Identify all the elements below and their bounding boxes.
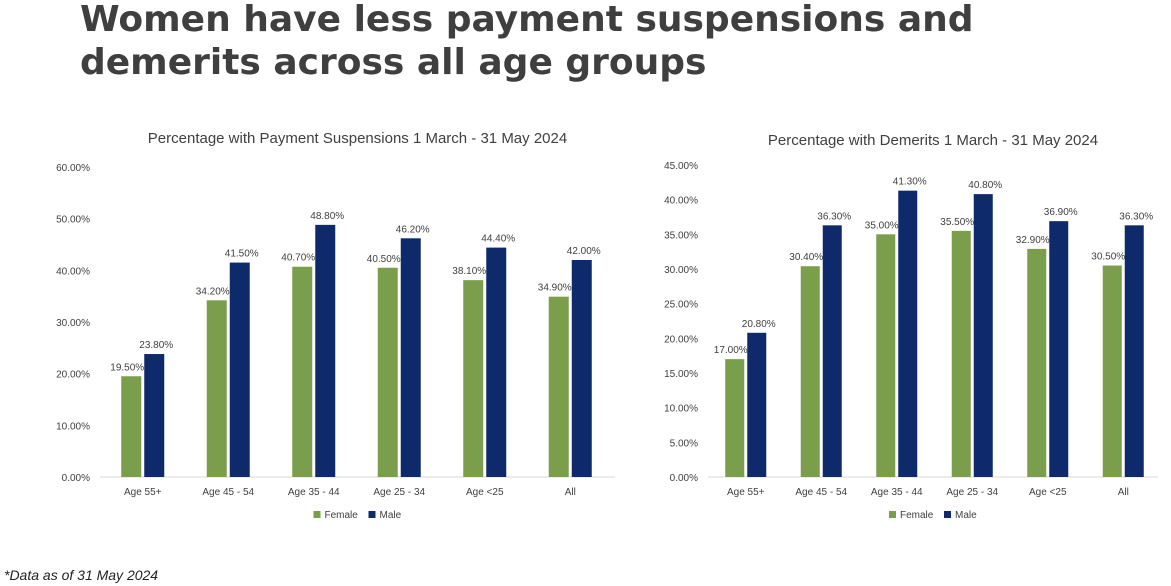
bar-male bbox=[822, 225, 842, 477]
demerits-chart: Percentage with Demerits 1 March - 31 Ma… bbox=[650, 120, 1165, 540]
x-tick-label: Age 45 - 54 bbox=[202, 487, 254, 498]
data-label: 32.90% bbox=[1016, 235, 1050, 246]
y-tick-label: 10.00% bbox=[56, 421, 90, 432]
bar-male bbox=[400, 238, 421, 477]
bar-female bbox=[548, 296, 569, 477]
y-tick-label: 10.00% bbox=[664, 404, 698, 415]
y-tick-label: 5.00% bbox=[670, 438, 698, 449]
legend-label-male: Male bbox=[955, 510, 977, 521]
x-tick-label: Age 55+ bbox=[727, 487, 765, 498]
chart-svg: Percentage with Demerits 1 March - 31 Ma… bbox=[664, 132, 1158, 521]
chart-title: Percentage with Demerits 1 March - 31 Ma… bbox=[768, 132, 1098, 149]
y-tick-label: 25.00% bbox=[664, 300, 698, 311]
bar-male bbox=[315, 224, 336, 477]
legend-label-female: Female bbox=[900, 510, 934, 521]
data-label: 17.00% bbox=[714, 345, 748, 356]
bar-female bbox=[800, 266, 820, 477]
bar-female bbox=[121, 376, 142, 477]
data-label: 20.80% bbox=[742, 319, 776, 330]
bar-male bbox=[747, 332, 767, 477]
x-tick-label: Age 45 - 54 bbox=[795, 487, 847, 498]
legend-swatch-female bbox=[313, 511, 321, 518]
bar-male bbox=[144, 354, 165, 477]
bar-male bbox=[229, 262, 250, 477]
chart-svg: Percentage with Payment Suspensions 1 Ma… bbox=[56, 130, 615, 521]
bar-female bbox=[377, 267, 398, 477]
x-tick-label: Age <25 bbox=[1029, 487, 1067, 498]
legend-swatch-female bbox=[889, 511, 896, 518]
bar-male bbox=[973, 194, 993, 477]
data-label: 38.10% bbox=[452, 266, 486, 277]
data-label: 36.30% bbox=[817, 211, 851, 222]
data-label: 40.50% bbox=[367, 254, 401, 265]
data-label: 30.50% bbox=[1091, 252, 1125, 263]
y-tick-label: 60.00% bbox=[56, 163, 90, 174]
data-label: 42.00% bbox=[567, 246, 601, 257]
data-label: 36.30% bbox=[1119, 211, 1153, 222]
data-label: 40.80% bbox=[968, 180, 1002, 191]
x-tick-label: Age 25 - 34 bbox=[373, 487, 425, 498]
data-label: 19.50% bbox=[110, 362, 144, 373]
x-tick-label: Age 25 - 34 bbox=[946, 487, 998, 498]
y-tick-label: 0.00% bbox=[62, 473, 90, 484]
bar-female bbox=[876, 234, 896, 477]
data-label: 41.30% bbox=[893, 177, 927, 188]
data-label: 46.20% bbox=[396, 224, 430, 235]
bar-female bbox=[206, 300, 227, 477]
y-tick-label: 40.00% bbox=[664, 196, 698, 207]
y-tick-label: 40.00% bbox=[56, 266, 90, 277]
slide-title: Women have less payment suspensions and … bbox=[80, 0, 974, 83]
y-tick-label: 35.00% bbox=[664, 230, 698, 241]
bar-female bbox=[463, 280, 484, 477]
data-label: 23.80% bbox=[139, 340, 173, 351]
footnote: *Data as of 31 May 2024 bbox=[4, 567, 159, 583]
data-label: 34.20% bbox=[196, 286, 230, 297]
bar-female bbox=[292, 266, 313, 477]
data-label: 30.40% bbox=[789, 252, 823, 263]
x-tick-label: Age 35 - 44 bbox=[288, 487, 340, 498]
bar-female bbox=[951, 230, 971, 477]
legend-swatch-male bbox=[944, 511, 951, 518]
bar-male bbox=[898, 190, 918, 478]
data-label: 35.00% bbox=[865, 220, 899, 231]
payment-suspensions-chart: Percentage with Payment Suspensions 1 Ma… bbox=[40, 120, 630, 540]
y-tick-label: 15.00% bbox=[664, 369, 698, 380]
legend-swatch-male bbox=[368, 511, 376, 518]
data-label: 44.40% bbox=[481, 234, 515, 245]
legend-label-male: Male bbox=[380, 510, 402, 521]
bar-male bbox=[1049, 221, 1069, 477]
data-label: 34.90% bbox=[538, 283, 572, 294]
x-tick-label: All bbox=[565, 487, 576, 498]
data-label: 41.50% bbox=[225, 249, 259, 260]
data-label: 48.80% bbox=[310, 211, 344, 222]
bar-male bbox=[571, 260, 592, 477]
y-tick-label: 30.00% bbox=[56, 318, 90, 329]
chart-title: Percentage with Payment Suspensions 1 Ma… bbox=[148, 130, 567, 147]
y-tick-label: 30.00% bbox=[664, 265, 698, 276]
bar-female bbox=[1102, 265, 1122, 477]
bar-female bbox=[1027, 248, 1047, 477]
x-tick-label: Age 35 - 44 bbox=[871, 487, 923, 498]
legend-label-female: Female bbox=[325, 510, 359, 521]
data-label: 35.50% bbox=[940, 217, 974, 228]
data-label: 36.90% bbox=[1044, 207, 1078, 218]
y-tick-label: 0.00% bbox=[670, 473, 698, 484]
bar-male bbox=[1124, 225, 1144, 477]
y-tick-label: 50.00% bbox=[56, 215, 90, 226]
y-tick-label: 20.00% bbox=[56, 370, 90, 381]
y-tick-label: 45.00% bbox=[664, 161, 698, 172]
x-tick-label: Age 55+ bbox=[124, 487, 162, 498]
x-tick-label: Age <25 bbox=[466, 487, 504, 498]
x-tick-label: All bbox=[1118, 487, 1129, 498]
bar-male bbox=[486, 247, 507, 477]
y-tick-label: 20.00% bbox=[664, 334, 698, 345]
data-label: 40.70% bbox=[281, 253, 315, 264]
bar-female bbox=[725, 359, 745, 477]
